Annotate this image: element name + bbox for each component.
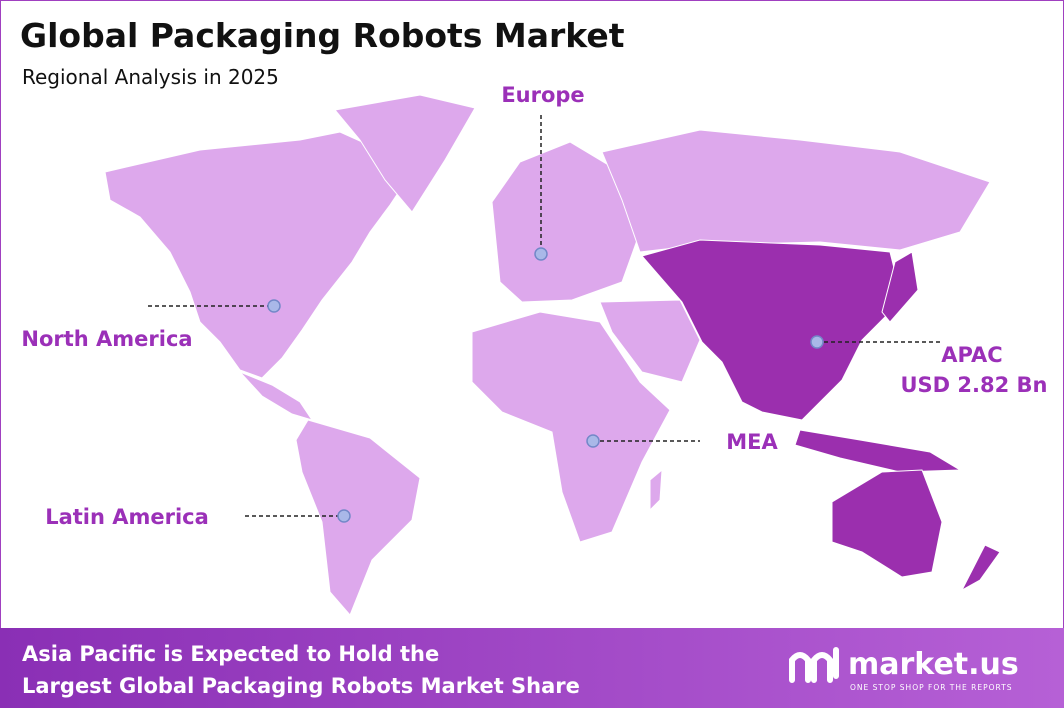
region-label: North America <box>21 327 192 351</box>
europe <box>491 141 641 303</box>
north-asia <box>601 129 991 253</box>
greenland <box>334 94 476 213</box>
footer-line: Largest Global Packaging Robots Market S… <box>22 674 580 698</box>
subtitle: Regional Analysis in 2025 <box>22 65 279 89</box>
region-label: Latin America <box>45 505 209 529</box>
brand-name: market.us <box>848 647 1019 682</box>
madagascar <box>649 468 663 512</box>
region-dot <box>267 299 281 313</box>
region-dot <box>586 434 600 448</box>
region-label: MEA <box>726 430 778 454</box>
asia-pacific <box>641 239 903 421</box>
region-value: USD 2.82 Bn <box>901 373 1048 397</box>
region-dot <box>810 335 824 349</box>
australia <box>831 469 943 578</box>
title: Global Packaging Robots Market <box>20 16 625 55</box>
region-dot <box>337 509 351 523</box>
region-markers <box>148 115 940 523</box>
north-america <box>104 131 411 379</box>
south-america <box>295 419 421 616</box>
brand-tagline: ONE STOP SHOP FOR THE REPORTS <box>850 683 1013 692</box>
southeast-asia-islands <box>794 429 962 473</box>
footer-band <box>0 628 1064 708</box>
region-label: APAC <box>941 343 1002 367</box>
africa <box>471 311 671 543</box>
region-dot <box>534 247 548 261</box>
brand-logo <box>789 647 839 683</box>
footer: Asia Pacific is Expected to Hold the Lar… <box>0 628 1064 708</box>
central-america <box>239 371 314 421</box>
footer-line: Asia Pacific is Expected to Hold the <box>22 642 439 666</box>
japan <box>881 251 919 323</box>
region-label: Europe <box>501 83 584 107</box>
world-map <box>104 94 1001 616</box>
new-zealand <box>960 544 1001 592</box>
